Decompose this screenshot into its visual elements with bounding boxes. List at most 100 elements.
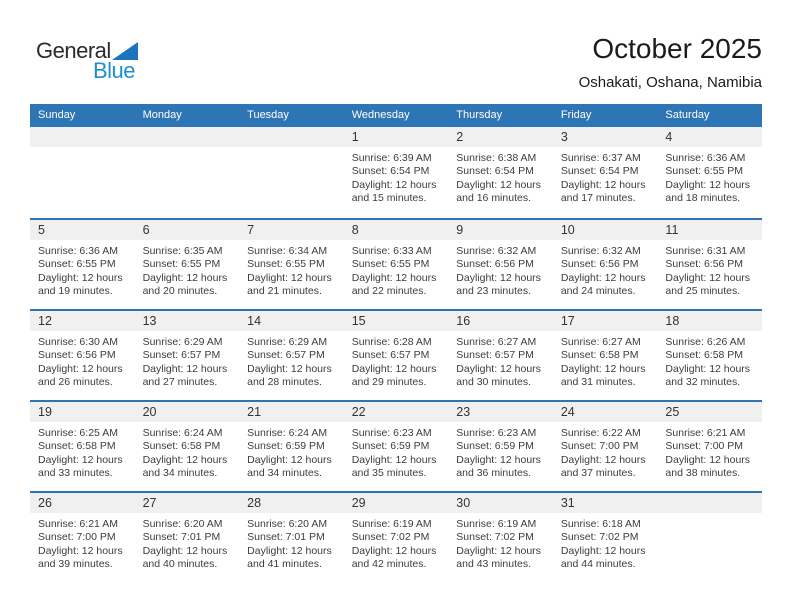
calendar-day-cell: 30 Sunrise: 6:19 AM Sunset: 7:02 PM Dayligh… bbox=[448, 493, 553, 582]
day-number: 10 bbox=[552, 220, 658, 240]
detail-line: Sunset: 7:00 PM bbox=[665, 440, 744, 453]
logo-text-blue: Blue bbox=[92, 58, 136, 83]
detail-line: and 43 minutes. bbox=[456, 558, 531, 571]
detail-line: Daylight: 12 hours bbox=[560, 453, 646, 466]
detail-line: and 26 minutes. bbox=[38, 376, 113, 389]
day-number: 25 bbox=[657, 402, 762, 422]
detail-line: Sunrise: 6:35 AM bbox=[142, 245, 223, 257]
detail-line: Sunrise: 6:25 AM bbox=[38, 427, 118, 439]
day-details: Sunrise: 6:36 AM Sunset: 6:55 PM Daylight:… bbox=[30, 240, 135, 299]
day-of-week-header-row: Sunday Monday Tuesday Wednesday Thursday… bbox=[30, 104, 762, 127]
detail-line: Daylight: 12 hours bbox=[142, 544, 228, 557]
calendar-day-cell: 10 Sunrise: 6:32 AM Sunset: 6:56 PM Dayligh… bbox=[552, 220, 658, 309]
detail-line: Sunrise: 6:18 AM bbox=[560, 518, 641, 530]
detail-line: Daylight: 12 hours bbox=[351, 544, 437, 557]
day-header-thursday: Thursday bbox=[456, 109, 503, 121]
day-details: Sunrise: 6:24 AM Sunset: 6:59 PM Daylight:… bbox=[239, 422, 344, 481]
day-details: Sunrise: 6:32 AM Sunset: 6:56 PM Daylight:… bbox=[553, 240, 658, 299]
day-number: 11 bbox=[657, 220, 762, 240]
detail-line: Sunset: 7:01 PM bbox=[247, 531, 325, 544]
calendar-day-cell: 3 Sunrise: 6:37 AM Sunset: 6:54 PM Daylight… bbox=[552, 127, 658, 218]
detail-line: Sunset: 6:57 PM bbox=[247, 349, 325, 362]
detail-line: Sunrise: 6:27 AM bbox=[560, 336, 641, 348]
calendar-day-cell: 19 Sunrise: 6:25 AM Sunset: 6:58 PM Dayligh… bbox=[30, 402, 135, 491]
detail-line: Daylight: 12 hours bbox=[456, 544, 541, 557]
detail-line: Daylight: 12 hours bbox=[665, 178, 751, 191]
day-number: 20 bbox=[134, 402, 240, 422]
calendar-day-cell: 17 Sunrise: 6:27 AM Sunset: 6:58 PM Dayligh… bbox=[552, 311, 658, 400]
day-number: 5 bbox=[30, 220, 135, 240]
detail-line: Daylight: 12 hours bbox=[351, 271, 437, 284]
detail-line: and 40 minutes. bbox=[142, 558, 218, 571]
detail-line: Sunset: 7:02 PM bbox=[456, 531, 534, 544]
calendar-day-cell: 22 Sunrise: 6:23 AM Sunset: 6:59 PM Dayligh… bbox=[343, 402, 449, 491]
calendar-day-cell: 7 Sunrise: 6:34 AM Sunset: 6:55 PM Daylight… bbox=[239, 220, 344, 309]
day-details: Sunrise: 6:34 AM Sunset: 6:55 PM Daylight:… bbox=[239, 240, 344, 299]
calendar-day-cell: 29 Sunrise: 6:19 AM Sunset: 7:02 PM Dayligh… bbox=[343, 493, 449, 582]
day-details: Sunrise: 6:27 AM Sunset: 6:57 PM Daylight:… bbox=[448, 331, 553, 390]
day-details: Sunrise: 6:23 AM Sunset: 6:59 PM Daylight:… bbox=[344, 422, 449, 481]
calendar-day-cell: 21 Sunrise: 6:24 AM Sunset: 6:59 PM Dayligh… bbox=[239, 402, 344, 491]
day-number: 7 bbox=[239, 220, 344, 240]
day-number: 24 bbox=[552, 402, 658, 422]
day-number: 26 bbox=[30, 493, 135, 513]
day-number: 14 bbox=[239, 311, 344, 331]
detail-line: and 16 minutes. bbox=[456, 192, 531, 205]
day-number: 23 bbox=[448, 402, 553, 422]
day-details: Sunrise: 6:23 AM Sunset: 6:59 PM Daylight:… bbox=[448, 422, 553, 481]
detail-line: Sunrise: 6:28 AM bbox=[351, 336, 432, 348]
calendar-day-cell: 25 Sunrise: 6:21 AM Sunset: 7:00 PM Dayligh… bbox=[657, 402, 762, 491]
detail-line: Sunrise: 6:27 AM bbox=[456, 336, 537, 348]
calendar-empty-cell bbox=[239, 127, 344, 218]
day-header-friday: Friday bbox=[560, 109, 592, 121]
detail-line: Daylight: 12 hours bbox=[456, 271, 541, 284]
detail-line: Daylight: 12 hours bbox=[247, 271, 332, 284]
detail-line: Sunset: 7:02 PM bbox=[560, 531, 639, 544]
day-details: Sunrise: 6:29 AM Sunset: 6:57 PM Daylight:… bbox=[239, 331, 344, 390]
detail-line: Daylight: 12 hours bbox=[351, 178, 437, 191]
detail-line: Daylight: 12 hours bbox=[665, 271, 751, 284]
detail-line: Daylight: 12 hours bbox=[142, 271, 228, 284]
detail-line: Sunrise: 6:23 AM bbox=[351, 427, 432, 439]
detail-line: Sunrise: 6:36 AM bbox=[38, 245, 118, 257]
detail-line: Sunrise: 6:23 AM bbox=[456, 427, 537, 439]
calendar-day-cell: 18 Sunrise: 6:26 AM Sunset: 6:58 PM Dayligh… bbox=[657, 311, 762, 400]
page-location: Oshakati, Oshana, Namibia bbox=[578, 74, 762, 91]
day-details: Sunrise: 6:19 AM Sunset: 7:02 PM Daylight:… bbox=[448, 513, 553, 572]
detail-line: Sunset: 6:54 PM bbox=[456, 165, 534, 178]
calendar-empty-cell bbox=[657, 493, 762, 582]
detail-line: Sunset: 6:58 PM bbox=[560, 349, 639, 362]
week-row: 19 Sunrise: 6:25 AM Sunset: 6:58 PM Dayligh… bbox=[30, 400, 762, 491]
day-details: Sunrise: 6:38 AM Sunset: 6:54 PM Daylight:… bbox=[448, 147, 553, 206]
detail-line: and 30 minutes. bbox=[456, 376, 531, 389]
day-details: Sunrise: 6:25 AM Sunset: 6:58 PM Daylight:… bbox=[30, 422, 135, 481]
detail-line: and 19 minutes. bbox=[38, 285, 113, 298]
detail-line: Sunrise: 6:39 AM bbox=[351, 152, 432, 164]
day-details: Sunrise: 6:36 AM Sunset: 6:55 PM Daylight:… bbox=[657, 147, 762, 206]
detail-line: Sunset: 6:54 PM bbox=[351, 165, 430, 178]
day-number: 4 bbox=[657, 127, 762, 147]
detail-line: and 25 minutes. bbox=[665, 285, 741, 298]
detail-line: and 23 minutes. bbox=[456, 285, 531, 298]
calendar-day-cell: 1 Sunrise: 6:39 AM Sunset: 6:54 PM Daylight… bbox=[343, 127, 449, 218]
day-number: 15 bbox=[343, 311, 449, 331]
day-number: 16 bbox=[448, 311, 553, 331]
calendar-day-cell: 24 Sunrise: 6:22 AM Sunset: 7:00 PM Dayligh… bbox=[552, 402, 658, 491]
day-number: 19 bbox=[30, 402, 135, 422]
detail-line: and 21 minutes. bbox=[247, 285, 322, 298]
calendar-day-cell: 9 Sunrise: 6:32 AM Sunset: 6:56 PM Daylight… bbox=[448, 220, 553, 309]
detail-line: Sunrise: 6:33 AM bbox=[351, 245, 432, 257]
day-number: 28 bbox=[239, 493, 344, 513]
detail-line: and 33 minutes. bbox=[38, 467, 113, 480]
detail-line: Sunset: 6:58 PM bbox=[38, 440, 116, 453]
day-number: 8 bbox=[343, 220, 449, 240]
day-details: Sunrise: 6:21 AM Sunset: 7:00 PM Daylight:… bbox=[657, 422, 762, 481]
day-number: 31 bbox=[552, 493, 658, 513]
day-details: Sunrise: 6:30 AM Sunset: 6:56 PM Daylight:… bbox=[30, 331, 135, 390]
detail-line: and 35 minutes. bbox=[351, 467, 427, 480]
detail-line: Daylight: 12 hours bbox=[456, 362, 541, 375]
detail-line: and 17 minutes. bbox=[560, 192, 636, 205]
detail-line: Sunrise: 6:26 AM bbox=[665, 336, 746, 348]
calendar-day-cell: 27 Sunrise: 6:20 AM Sunset: 7:01 PM Dayligh… bbox=[134, 493, 240, 582]
day-number: 17 bbox=[552, 311, 658, 331]
